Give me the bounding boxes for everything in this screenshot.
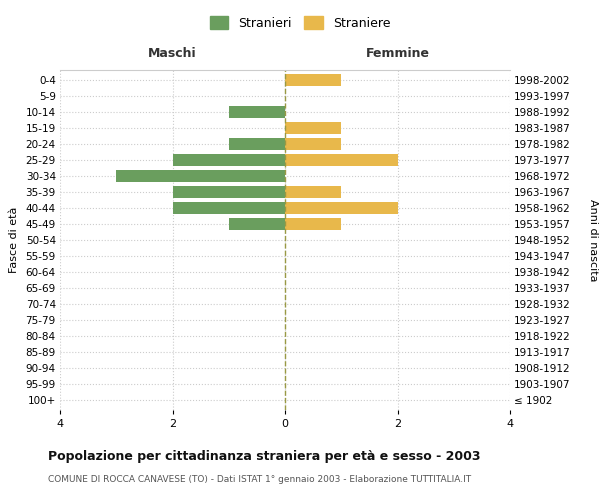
Bar — [173, 202, 285, 214]
Bar — [285, 122, 341, 134]
Bar — [173, 154, 285, 166]
Bar — [229, 106, 285, 118]
Legend: Stranieri, Straniere: Stranieri, Straniere — [205, 11, 395, 35]
Bar — [285, 202, 398, 214]
Y-axis label: Fasce di età: Fasce di età — [8, 207, 19, 273]
Bar — [285, 218, 341, 230]
Bar — [173, 186, 285, 198]
Bar — [285, 138, 341, 150]
Bar — [285, 74, 341, 86]
Bar — [229, 138, 285, 150]
Bar — [229, 218, 285, 230]
Bar — [116, 170, 285, 182]
Text: COMUNE DI ROCCA CANAVESE (TO) - Dati ISTAT 1° gennaio 2003 - Elaborazione TUTTIT: COMUNE DI ROCCA CANAVESE (TO) - Dati IST… — [48, 475, 471, 484]
Text: Maschi: Maschi — [148, 47, 197, 60]
Bar — [285, 154, 398, 166]
Text: Femmine: Femmine — [365, 47, 430, 60]
Text: Popolazione per cittadinanza straniera per età e sesso - 2003: Popolazione per cittadinanza straniera p… — [48, 450, 481, 463]
Y-axis label: Anni di nascita: Anni di nascita — [587, 198, 598, 281]
Bar — [285, 186, 341, 198]
